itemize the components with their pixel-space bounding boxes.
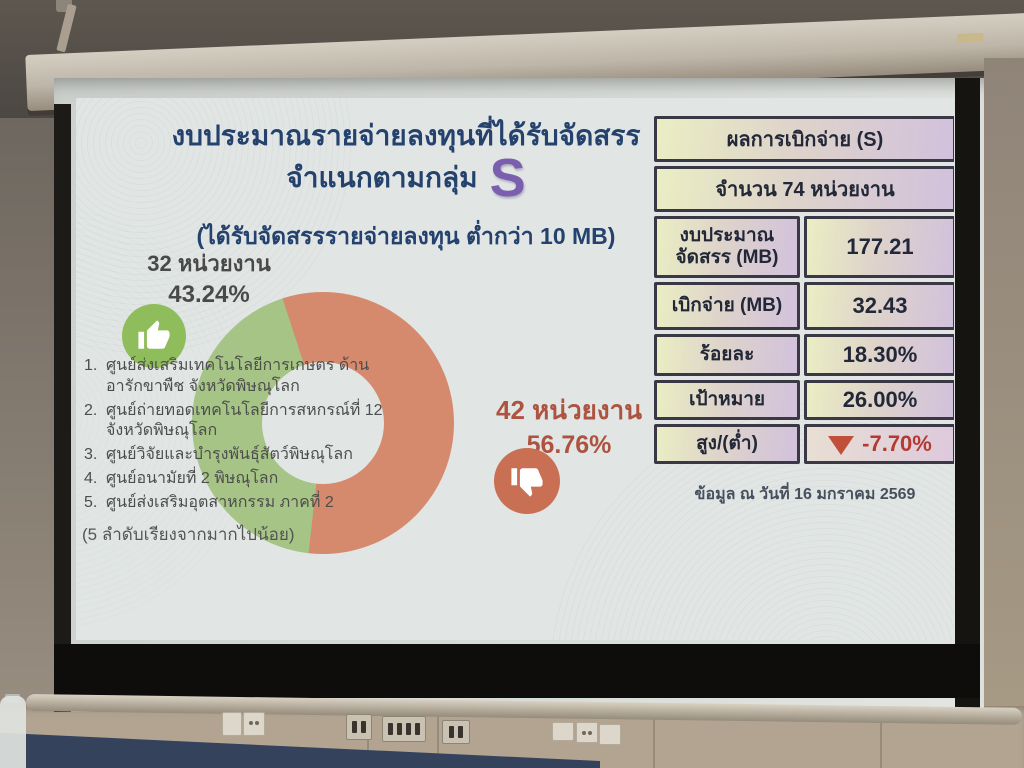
- water-bottle: [0, 696, 26, 768]
- row-label: เป้าหมาย: [654, 380, 800, 420]
- power-outlet: [222, 712, 242, 736]
- wall-right: [984, 58, 1024, 768]
- thumbs-down-badge: [494, 448, 560, 514]
- slide-title-line2-text: จำแนกตามกลุ่ม: [286, 162, 478, 194]
- screen-frame-right: [955, 78, 980, 712]
- light-switch: [552, 722, 574, 741]
- power-outlet: [382, 716, 426, 742]
- thumbs-up-icon: [138, 320, 170, 349]
- table-row: เบิกจ่าย (MB) 32.43: [654, 282, 954, 330]
- power-outlet: [346, 714, 372, 740]
- row-label: สูง/(ต่ำ): [654, 424, 800, 464]
- good-percent: 43.24%: [168, 281, 250, 308]
- table-header-row1: ผลการเบิกจ่าย (S): [654, 116, 954, 162]
- list-item: 3. ศูนย์วิจัยและบำรุงพันธุ์สัตว์พิษณุโลก: [84, 446, 353, 464]
- slide-subtitle: (ได้รับจัดสรรรายจ่ายลงทุน ต่ำกว่า 10 MB): [196, 223, 616, 249]
- screen-frame-left: [54, 104, 71, 712]
- list-note: (5 ลำดับเรียงจากมากไปน้อย): [82, 524, 295, 544]
- group-letter-s: S: [489, 148, 526, 208]
- wall-seam: [653, 714, 655, 768]
- row-label: ร้อยละ: [654, 334, 800, 376]
- good-callout: 32 หน่วยงาน 43.24%: [104, 246, 314, 309]
- presentation-slide: งบประมาณรายจ่ายลงทุนที่ได้รับจัดสรร จำแน…: [76, 98, 954, 640]
- list-item: 2. ศูนย์ถ่ายทอดเทคโนโลยีการสหกรณ์ที่ 12 …: [84, 401, 383, 440]
- good-units: 32 หน่วยงาน: [147, 251, 271, 276]
- table-row: งบประมาณ จัดสรร (MB) 177.21: [654, 216, 954, 278]
- row-label: เบิกจ่าย (MB): [654, 282, 800, 330]
- slide-title-line2: จำแนกตามกลุ่ม S: [106, 148, 706, 208]
- summary-table: ผลการเบิกจ่าย (S) จำนวน 74 หน่วยงาน งบปร…: [654, 116, 954, 464]
- list-item: 4. ศูนย์อนามัยที่ 2 พิษณุโลก: [84, 469, 279, 487]
- data-date-footnote: ข้อมูล ณ วันที่ 16 มกราคม 2569: [694, 486, 916, 503]
- list-item: 1. ศูนย์ส่งเสริมเทคโนโลยีการเกษตร ด้านอา…: [84, 357, 370, 395]
- row-value: 177.21: [804, 216, 954, 278]
- row-label: งบประมาณ จัดสรร (MB): [654, 216, 800, 278]
- housing-brand-label: [957, 32, 984, 43]
- list-item: 5. ศูนย์ส่งเสริมอุตสาหกรรม ภาคที่ 2: [84, 493, 334, 511]
- power-outlet: [599, 724, 621, 745]
- table-row: เป้าหมาย 26.00%: [654, 380, 954, 420]
- table-row: ร้อยละ 18.30%: [654, 334, 954, 376]
- wall-seam: [880, 714, 882, 768]
- row-value: 18.30%: [804, 334, 954, 376]
- bad-percent: 56.76%: [526, 431, 612, 459]
- wall-seam: [367, 714, 369, 768]
- table-row: สูง/(ต่ำ) -7.70%: [654, 424, 954, 464]
- row-value: 32.43: [804, 282, 954, 330]
- wall-seam: [437, 714, 439, 768]
- bad-callout: 42 หน่วยงาน 56.76%: [454, 390, 684, 460]
- power-outlet: [576, 722, 598, 743]
- screen-bottom-bar: [54, 644, 980, 698]
- power-outlet: [442, 720, 470, 744]
- slide-title-line1: งบประมาณรายจ่ายลงทุนที่ได้รับจัดสรร: [171, 120, 641, 151]
- donut-chart: [192, 292, 454, 554]
- thumbs-up-badge: [122, 304, 186, 368]
- row-value: 26.00%: [804, 380, 954, 420]
- wall-left: [0, 118, 54, 768]
- top-units-list: 1. ศูนย์ส่งเสริมเทคโนโลยีการเกษตร ด้านอา…: [82, 356, 394, 546]
- row-value-negative: -7.70%: [804, 424, 954, 464]
- bad-units: 42 หน่วยงาน: [496, 395, 642, 425]
- thumbs-down-icon: [511, 468, 543, 497]
- triangle-down-icon: [828, 435, 855, 455]
- table-header-row2: จำนวน 74 หน่วยงาน: [654, 166, 954, 212]
